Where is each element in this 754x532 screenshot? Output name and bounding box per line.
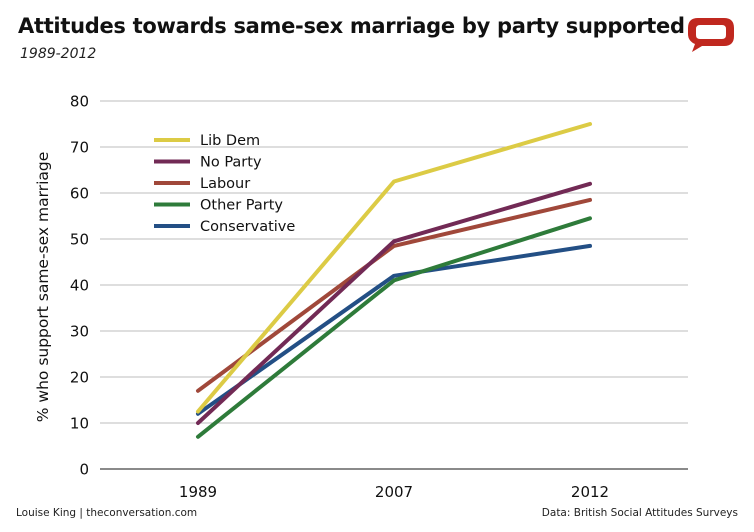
y-tick-label: 20: [70, 369, 89, 387]
series-line: [196, 181, 592, 425]
legend-label: Lib Dem: [200, 133, 260, 149]
footer-source: Data: British Social Attitudes Surveys: [541, 507, 738, 519]
legend-label: No Party: [200, 155, 262, 171]
series-line: [196, 243, 592, 416]
y-tick-label: 70: [70, 139, 89, 157]
line-chart: 0 10 20 30 40 50 60 70 80 1989 2007 2012 % who suppo…: [34, 93, 688, 500]
chart-title: Attitudes towards same-sex marriage by p…: [18, 14, 685, 38]
y-tick-label: 30: [70, 323, 89, 341]
legend-label: Conservative: [200, 219, 295, 235]
x-tick-label: 1989: [179, 483, 217, 500]
series-line: [196, 216, 592, 439]
y-tick-label: 40: [70, 277, 89, 295]
y-tick-label: 10: [70, 415, 89, 433]
y-tick-label: 50: [70, 231, 89, 249]
speech-bubble-icon: [688, 18, 734, 52]
x-tick-label: 2012: [571, 483, 609, 500]
x-tick-label: 2007: [375, 483, 413, 500]
legend-label: Other Party: [200, 198, 283, 214]
series-line: [196, 122, 592, 414]
y-tick-label: 60: [70, 185, 89, 203]
footer-credit: Louise King | theconversation.com: [16, 507, 198, 519]
legend-label: Labour: [200, 176, 250, 192]
y-tick-label: 0: [79, 461, 89, 479]
y-tick-label: 80: [70, 93, 89, 111]
series-line: [196, 197, 592, 393]
y-axis-label: % who support same-sex marriage: [34, 152, 52, 423]
chart-subtitle: 1989-2012: [20, 46, 97, 62]
